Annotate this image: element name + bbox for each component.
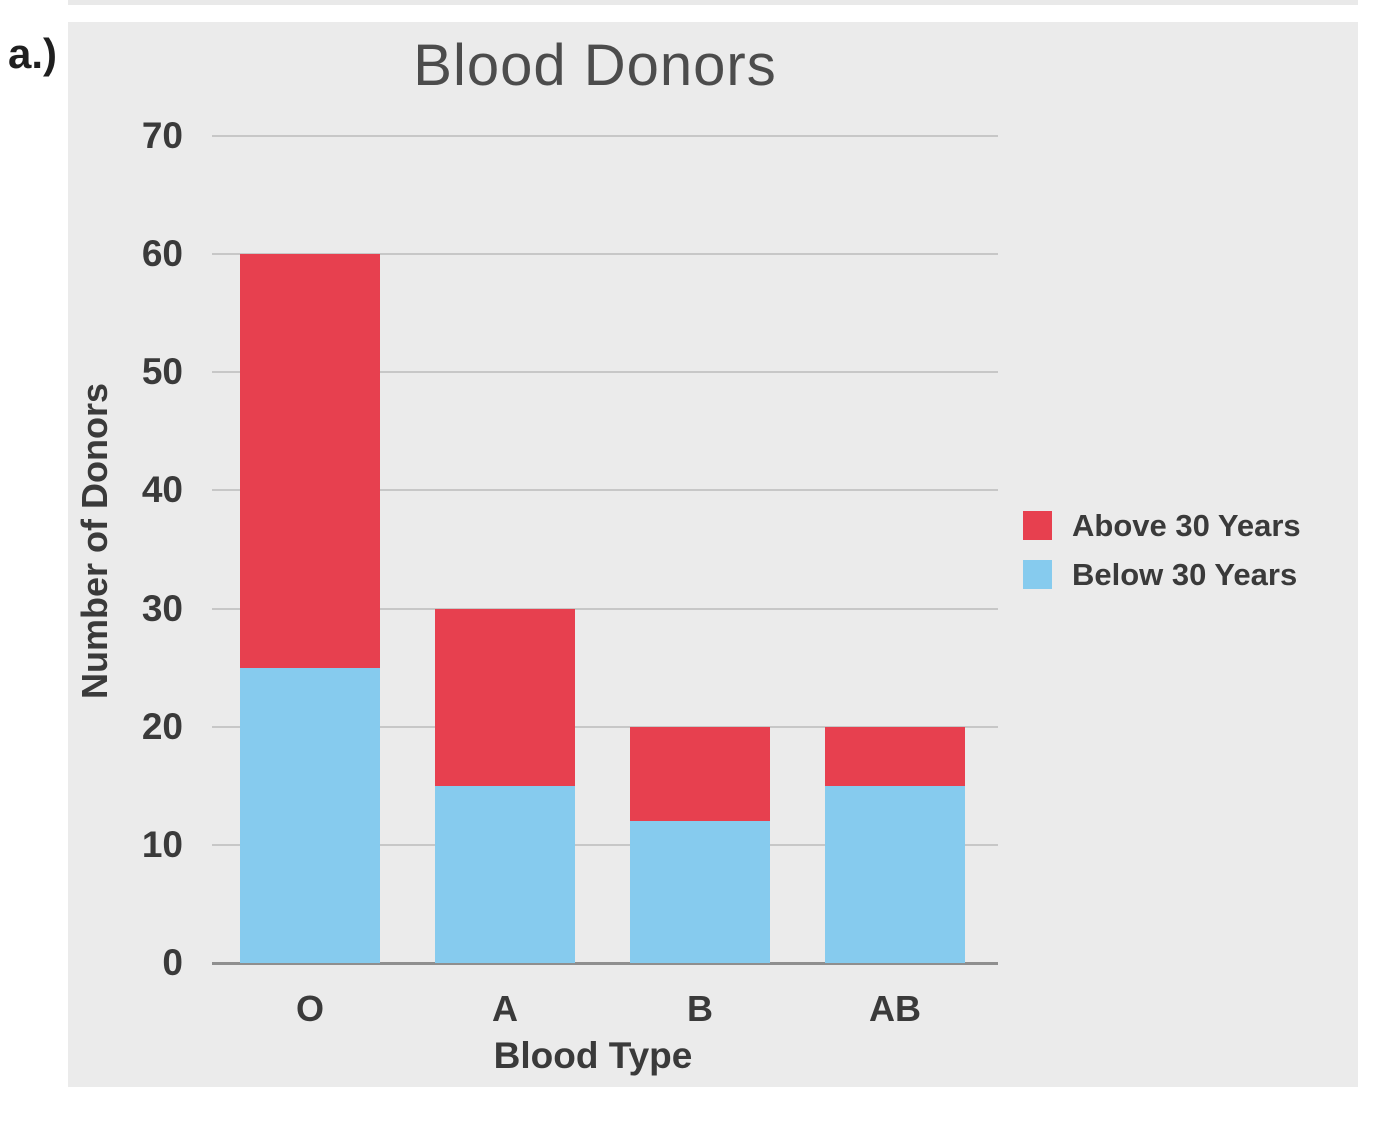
y-tick-label: 20: [141, 705, 183, 747]
gridline-20: [212, 725, 998, 728]
chart-title: Blood Donors: [413, 33, 777, 98]
y-tick-label: 50: [141, 351, 183, 393]
part-label: a.): [8, 30, 58, 77]
legend: Above 30 Years Below 30 Years: [1023, 508, 1301, 609]
bar-ab-below-30-years: [825, 785, 965, 963]
bar-a-above-30-years: [435, 608, 575, 786]
y-tick-label: 40: [141, 469, 183, 511]
legend-swatch-above-30-years-icon: [1023, 511, 1052, 540]
gridline-10: [212, 843, 998, 846]
y-tick-label: 30: [141, 587, 183, 629]
gridline-60: [212, 253, 998, 256]
x-tick-label: AB: [869, 988, 921, 1029]
bar-o-above-30-years: [240, 254, 380, 668]
legend-item: Above 30 Years: [1023, 508, 1301, 543]
gridline-50: [212, 371, 998, 374]
x-tick-label: B: [687, 988, 713, 1029]
gridline-30: [212, 607, 998, 610]
x-axis-line: [212, 961, 998, 965]
legend-label: Below 30 Years: [1072, 556, 1298, 592]
y-axis-label: Number of Donors: [74, 382, 115, 700]
gridline-70: [212, 135, 998, 137]
legend-label: Above 30 Years: [1072, 507, 1301, 543]
x-tick-label: A: [492, 988, 518, 1029]
y-tick-label: 10: [141, 823, 183, 865]
bar-o-below-30-years: [240, 667, 380, 963]
y-tick-label: 0: [162, 942, 183, 983]
x-tick-label: O: [295, 988, 324, 1029]
bar-b-below-30-years: [630, 821, 770, 963]
adjacent-panel-edge: [68, 0, 1358, 5]
x-axis-label: Blood Type: [493, 1035, 693, 1076]
bar-ab-above-30-years: [825, 726, 965, 786]
y-tick-label: 70: [141, 115, 183, 156]
chart-panel: Blood Donors 0 10 20 30 40 50 60 70 O A B AB Number…: [68, 22, 1358, 1087]
legend-swatch-below-30-years-icon: [1023, 560, 1052, 589]
legend-item: Below 30 Years: [1023, 557, 1301, 592]
bar-b-above-30-years: [630, 726, 770, 822]
y-tick-label: 60: [141, 233, 183, 275]
bar-a-below-30-years: [435, 785, 575, 963]
gridline-40: [212, 489, 998, 492]
